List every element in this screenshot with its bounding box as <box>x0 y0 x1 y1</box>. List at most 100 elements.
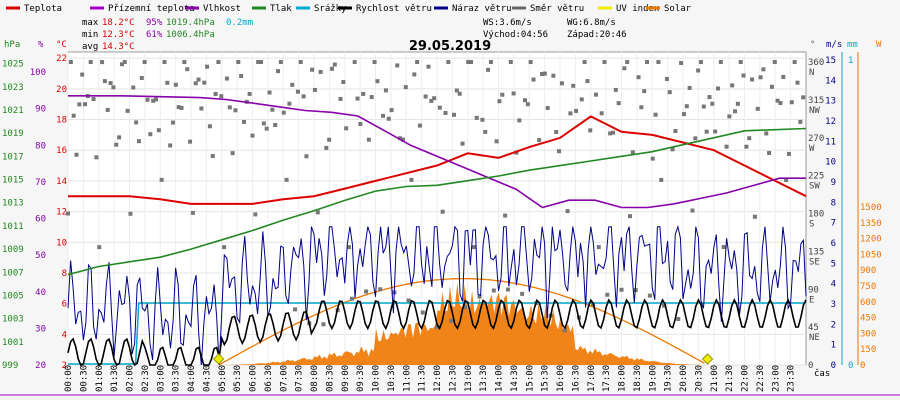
stat-sunset: Západ:20:46 <box>567 30 627 40</box>
dir-point <box>139 75 144 80</box>
pct-tick: 50 <box>35 251 46 261</box>
dir-point <box>176 105 181 110</box>
dir-point <box>193 81 198 86</box>
dir-label: NW <box>809 106 820 116</box>
dir-point <box>102 79 107 84</box>
dir-point <box>789 100 794 105</box>
ms-tick: 6 <box>831 239 836 249</box>
time-tick: 23:00 <box>771 365 781 392</box>
dir-point <box>372 60 377 64</box>
series-solar-envelope <box>218 277 705 366</box>
time-tick: 03:00 <box>156 365 166 392</box>
pct-unit-label: % <box>38 40 44 50</box>
dir-point <box>284 177 289 182</box>
dir-point <box>716 86 721 91</box>
dir-tick: 90 <box>808 285 819 295</box>
dir-point <box>483 129 488 134</box>
dir-point <box>540 72 545 77</box>
dir-point <box>406 298 411 303</box>
dir-point <box>185 67 190 72</box>
dir-point <box>792 60 797 64</box>
dir-tick: 225 <box>808 172 824 182</box>
dir-point <box>750 77 755 82</box>
time-tick: 12:00 <box>433 365 443 392</box>
dir-point <box>622 66 627 71</box>
w-tick: 1200 <box>860 235 882 245</box>
stat-max-temp: 18.2°C <box>102 18 135 28</box>
dir-point <box>142 60 147 64</box>
dir-tick: 315 <box>808 96 824 106</box>
dir-point <box>68 60 73 64</box>
dir-point <box>216 60 221 64</box>
legend-label: Náraz větru <box>452 4 512 14</box>
dir-point <box>256 60 261 64</box>
dir-point <box>236 60 241 64</box>
dir-point <box>687 85 692 90</box>
time-tick: 22:00 <box>741 365 751 392</box>
ms-tick: 11 <box>825 137 836 147</box>
time-tick: 16:30 <box>571 365 581 392</box>
dir-point <box>304 154 309 159</box>
dir-point <box>707 95 712 100</box>
dir-point <box>165 80 170 85</box>
time-tick: 13:30 <box>479 365 489 392</box>
dir-point <box>449 318 454 323</box>
dir-label: W <box>809 144 815 154</box>
dir-label: NE <box>809 333 820 343</box>
dir-point <box>466 60 471 64</box>
dir-point <box>684 104 689 109</box>
hpa-tick: 1005 <box>2 291 24 301</box>
dir-point <box>500 92 505 97</box>
dir-point <box>522 98 527 103</box>
dir-point <box>593 92 598 97</box>
stat-max-hum: 95% <box>146 18 163 28</box>
stat-rain: 0.2mm <box>226 18 253 28</box>
time-tick: 07:30 <box>295 365 305 392</box>
hpa-tick: 1011 <box>2 222 24 232</box>
dir-point <box>398 136 403 141</box>
time-tick: 13:00 <box>464 365 474 392</box>
dir-point <box>517 118 522 123</box>
dir-point <box>264 126 269 131</box>
dir-point <box>409 177 414 182</box>
dir-point <box>355 96 360 101</box>
c-tick: 16 <box>56 146 67 156</box>
dir-point <box>338 96 343 101</box>
dir-point <box>537 138 542 143</box>
dir-point <box>608 131 613 136</box>
dir-point <box>690 208 695 213</box>
time-tick: 01:30 <box>110 365 120 392</box>
dir-point <box>91 96 96 101</box>
dir-point <box>610 130 615 135</box>
dir-point <box>480 117 485 122</box>
dir-point <box>179 105 184 110</box>
hpa-tick: 999 <box>2 361 18 371</box>
time-tick: 15:30 <box>541 365 551 392</box>
dir-point <box>554 130 559 135</box>
dir-point <box>159 177 164 182</box>
dir-tick: 360 <box>808 58 824 68</box>
dir-label: E <box>809 295 814 305</box>
dir-point <box>457 91 462 96</box>
series-gust <box>67 224 807 366</box>
dir-point <box>278 60 283 64</box>
dir-point <box>497 99 502 104</box>
hpa-tick: 1009 <box>2 245 24 255</box>
hpa-tick: 1019 <box>2 129 24 139</box>
series-temperature <box>68 115 807 205</box>
dir-point <box>318 69 323 74</box>
dir-point <box>681 112 686 117</box>
legend-label: Srážky <box>314 4 347 14</box>
time-tick: 19:30 <box>664 365 674 392</box>
dir-point <box>730 83 735 88</box>
time-tick: 00:00 <box>64 365 74 392</box>
time-tick: 10:00 <box>372 365 382 392</box>
stat-ws: WS:3.6m/s <box>483 18 532 28</box>
dir-tick: 180 <box>808 210 824 220</box>
left-axes: 2468101214161820222030405060708090100999… <box>2 54 67 371</box>
dir-point <box>562 328 567 333</box>
dir-point <box>710 101 715 106</box>
dir-point <box>128 211 133 216</box>
time-tick: 01:00 <box>95 365 105 392</box>
dir-point <box>784 178 789 183</box>
